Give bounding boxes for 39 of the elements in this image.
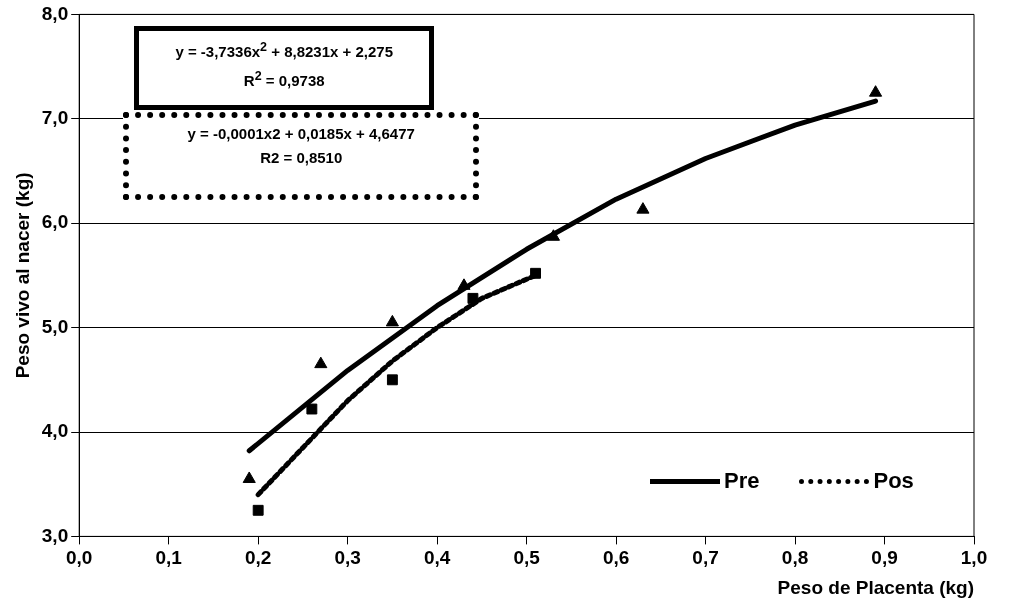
annotation: y = -3,7336x$^{2}$ + 8,8231x + 2,275: [174, 39, 394, 63]
x-tick-label: 0,8: [781, 547, 809, 569]
y-axis-title: Peso vivo al nacer (kg): [11, 172, 33, 379]
legend-label: Pre: [724, 468, 760, 495]
y-tick-label: 7,0: [41, 107, 69, 129]
equation-box: y = -3,7336x$^{2}$ + 8,8231x + 2,275 R$^{2}$ = 0,9738: [134, 26, 435, 111]
point: [636, 202, 650, 214]
x-tick-label: 0,5: [513, 547, 541, 569]
x-tick-label: 0,9: [871, 547, 898, 569]
point: [467, 292, 479, 304]
x-tick-label: 0,3: [334, 547, 361, 569]
point: [386, 374, 398, 386]
legend-label: Pos: [873, 468, 914, 495]
annotation: y = -0,0001x2 + 0,0185x + 4,6477: [186, 124, 416, 145]
point: [457, 278, 471, 290]
point: [306, 403, 318, 415]
annotation: R2 = 0,8510: [259, 148, 344, 169]
point: [314, 356, 328, 369]
y-tick-label: 4,0: [41, 420, 69, 442]
equation-box: y = -0,0001x2 + 0,0185x + 4,6477 R2 = 0,8510: [123, 112, 480, 201]
point: [385, 314, 399, 327]
annotation: R$^{2}$ = 0,9738: [242, 68, 326, 92]
point: [530, 267, 541, 279]
x-axis-title: Peso de Placenta (kg): [777, 576, 974, 598]
point: [546, 229, 561, 241]
point: [252, 504, 264, 516]
point: [869, 85, 883, 97]
x-tick-label: 0,4: [423, 547, 451, 569]
x-tick-label: 0,6: [602, 547, 630, 569]
y-tick-label: 5,0: [41, 315, 69, 337]
x-tick-label: 0,1: [155, 547, 183, 569]
x-tick-label: 0,0: [66, 547, 93, 569]
y-tick-label: 8,0: [41, 2, 69, 24]
x-tick-label: 0,2: [244, 547, 272, 569]
x-tick-label: 0,7: [692, 547, 719, 569]
x-tick-label: 1,0: [960, 547, 988, 569]
y-tick-label: 6,0: [41, 211, 69, 233]
point: [242, 471, 256, 483]
y-tick-label: 3,0: [41, 524, 69, 546]
